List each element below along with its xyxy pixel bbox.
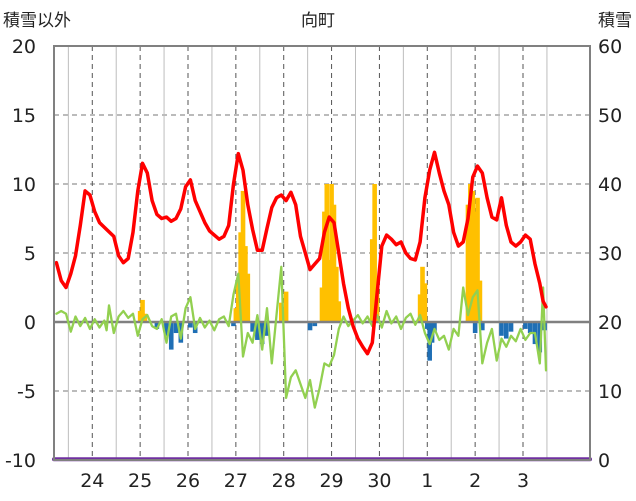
bar (322, 211, 327, 322)
bar (324, 184, 330, 322)
bar (472, 211, 478, 322)
x-tick-label: 29 (319, 470, 343, 492)
bar (283, 291, 289, 322)
bar (140, 299, 145, 322)
chart-title: 向町 (301, 11, 335, 31)
right-tick-label: 30 (598, 243, 622, 265)
bar (154, 322, 160, 329)
right-tick-labels: 60 50 40 30 20 10 0 (598, 36, 622, 472)
bar (417, 294, 423, 322)
left-tick-label: 5 (24, 243, 36, 265)
series-line (55, 265, 548, 409)
bar (255, 322, 260, 340)
x-tick-labels: 24 25 26 27 28 29 30 1 2 3 (80, 470, 529, 492)
bar (243, 246, 248, 322)
bar (326, 259, 332, 322)
right-tick-label: 20 (598, 312, 622, 334)
bar (331, 204, 337, 322)
bar (465, 204, 471, 322)
bar (537, 322, 543, 353)
bar (188, 322, 193, 328)
bar (307, 322, 313, 331)
bar (238, 232, 243, 322)
bar (480, 322, 485, 331)
bar (336, 301, 342, 322)
bar (235, 280, 241, 322)
left-tick-label: -5 (17, 381, 36, 403)
right-tick-label: 40 (598, 174, 622, 196)
right-tick-label: 60 (598, 36, 622, 58)
x-tick-label: 1 (421, 470, 433, 492)
left-tick-label: 20 (12, 36, 36, 58)
bar (472, 322, 478, 334)
bar (499, 322, 504, 336)
bar (475, 197, 480, 322)
bar (503, 322, 509, 339)
bar (420, 266, 425, 322)
bar (424, 322, 430, 329)
x-tick-label: 30 (367, 470, 391, 492)
left-axis-title: 積雪以外 (3, 11, 71, 31)
bar (312, 322, 318, 327)
left-tick-label: 10 (12, 174, 36, 196)
bar (372, 184, 377, 322)
bar-layer (137, 184, 547, 361)
x-tick-label: 27 (224, 470, 248, 492)
bar (508, 322, 514, 332)
bar (477, 280, 483, 322)
bar (250, 322, 255, 332)
right-tick-label: 0 (598, 450, 610, 472)
x-tick-label: 2 (469, 470, 481, 492)
bar (334, 266, 339, 322)
bar (470, 190, 476, 322)
bar (432, 322, 437, 332)
bar (245, 273, 251, 322)
x-tick-label: 24 (80, 470, 104, 492)
bar (259, 322, 265, 345)
bar (319, 287, 325, 322)
right-axis-title: 積雪 (598, 11, 632, 31)
series-line (54, 150, 548, 356)
bar (422, 283, 428, 322)
bar (429, 322, 435, 343)
plot-frame (53, 45, 591, 461)
bar (329, 184, 334, 322)
bar (369, 239, 375, 322)
bar (164, 322, 169, 336)
x-tick-label: 26 (176, 470, 200, 492)
plot-border (53, 45, 591, 461)
bar (527, 322, 533, 334)
left-tick-label: 15 (12, 105, 36, 127)
left-tick-label: -10 (5, 450, 36, 472)
bar (137, 310, 143, 322)
left-tick-labels: 20 15 10 5 0 -5 -10 (5, 36, 36, 472)
bar (231, 322, 236, 327)
bar (523, 322, 528, 329)
x-tick-label: 3 (517, 470, 529, 492)
bar (279, 302, 284, 322)
left-tick-label: 0 (24, 312, 36, 334)
x-tick-label: 28 (272, 470, 296, 492)
bar (240, 190, 246, 322)
x-tick-label: 25 (128, 470, 152, 492)
right-tick-label: 10 (598, 381, 622, 403)
bar (264, 322, 270, 336)
bar (173, 322, 179, 334)
right-tick-label: 50 (598, 105, 622, 127)
bar (233, 308, 239, 322)
bar (468, 184, 473, 322)
bar (168, 322, 174, 350)
